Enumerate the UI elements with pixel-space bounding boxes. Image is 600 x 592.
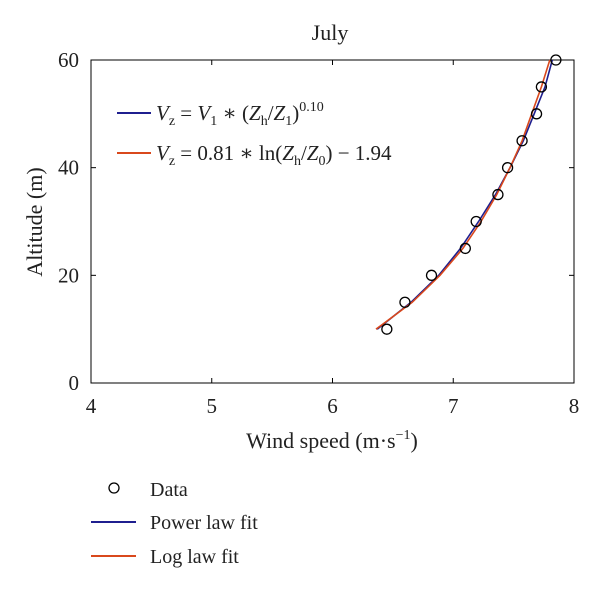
legend-item-data: Data xyxy=(108,479,188,501)
data-point xyxy=(381,323,393,335)
legend-marker-circle-icon xyxy=(108,482,120,494)
data-point xyxy=(516,135,528,147)
y-tick-label: 20 xyxy=(58,263,79,287)
data-point xyxy=(459,242,471,255)
x-tick-label: 5 xyxy=(207,394,218,418)
equation-power-law: Vz = V1 ∗ (Zh/Z1)0.10 xyxy=(117,100,324,129)
data-point xyxy=(425,269,438,281)
y-axis-ticks: 0 20 40 60 xyxy=(58,48,574,395)
legend-label-data: Data xyxy=(150,479,188,501)
equation-power-law-text: Vz = V1 ∗ (Zh/Z1)0.10 xyxy=(156,100,324,129)
data-point xyxy=(470,215,482,228)
series-line-power-law-fit xyxy=(376,59,554,330)
x-tick-label: 6 xyxy=(327,394,338,418)
y-tick-label: 40 xyxy=(58,156,79,180)
y-tick-label: 60 xyxy=(58,48,79,72)
x-tick-label: 7 xyxy=(448,394,459,418)
chart-title: July xyxy=(312,20,349,45)
data-point xyxy=(399,296,411,308)
x-tick-label: 4 xyxy=(86,394,97,418)
data-point xyxy=(492,188,504,201)
plot-frame xyxy=(90,59,575,384)
equation-log-law-text: Vz = 0.81 ∗ ln(Zh/Z0) − 1.94 xyxy=(156,141,392,169)
series-line-log-law-fit xyxy=(375,59,551,330)
data-point xyxy=(550,54,562,66)
legend-label-log-law: Log law fit xyxy=(150,546,239,568)
x-tick-label: 8 xyxy=(569,394,580,418)
x-axis-title: Wind speed (m·s−1) xyxy=(246,428,418,453)
legend-label-power-law: Power law fit xyxy=(150,512,258,534)
data-point xyxy=(535,81,548,93)
legend-item-log-law: Log law fit xyxy=(91,546,239,568)
legend: Data Power law fit Log law fit xyxy=(91,479,258,568)
data-point xyxy=(501,162,514,174)
legend-item-power-law: Power law fit xyxy=(91,512,258,534)
x-axis-ticks: 4 5 6 7 8 xyxy=(86,60,580,418)
y-tick-label: 0 xyxy=(69,371,80,395)
plot-area: 4 5 6 7 8 0 20 40 60 xyxy=(58,48,579,418)
data-point xyxy=(530,108,543,120)
data-markers xyxy=(381,54,562,335)
fit-lines xyxy=(375,59,554,330)
equation-log-law: Vz = 0.81 ∗ ln(Zh/Z0) − 1.94 xyxy=(117,141,392,169)
y-axis-title: Altitude (m) xyxy=(22,167,47,276)
